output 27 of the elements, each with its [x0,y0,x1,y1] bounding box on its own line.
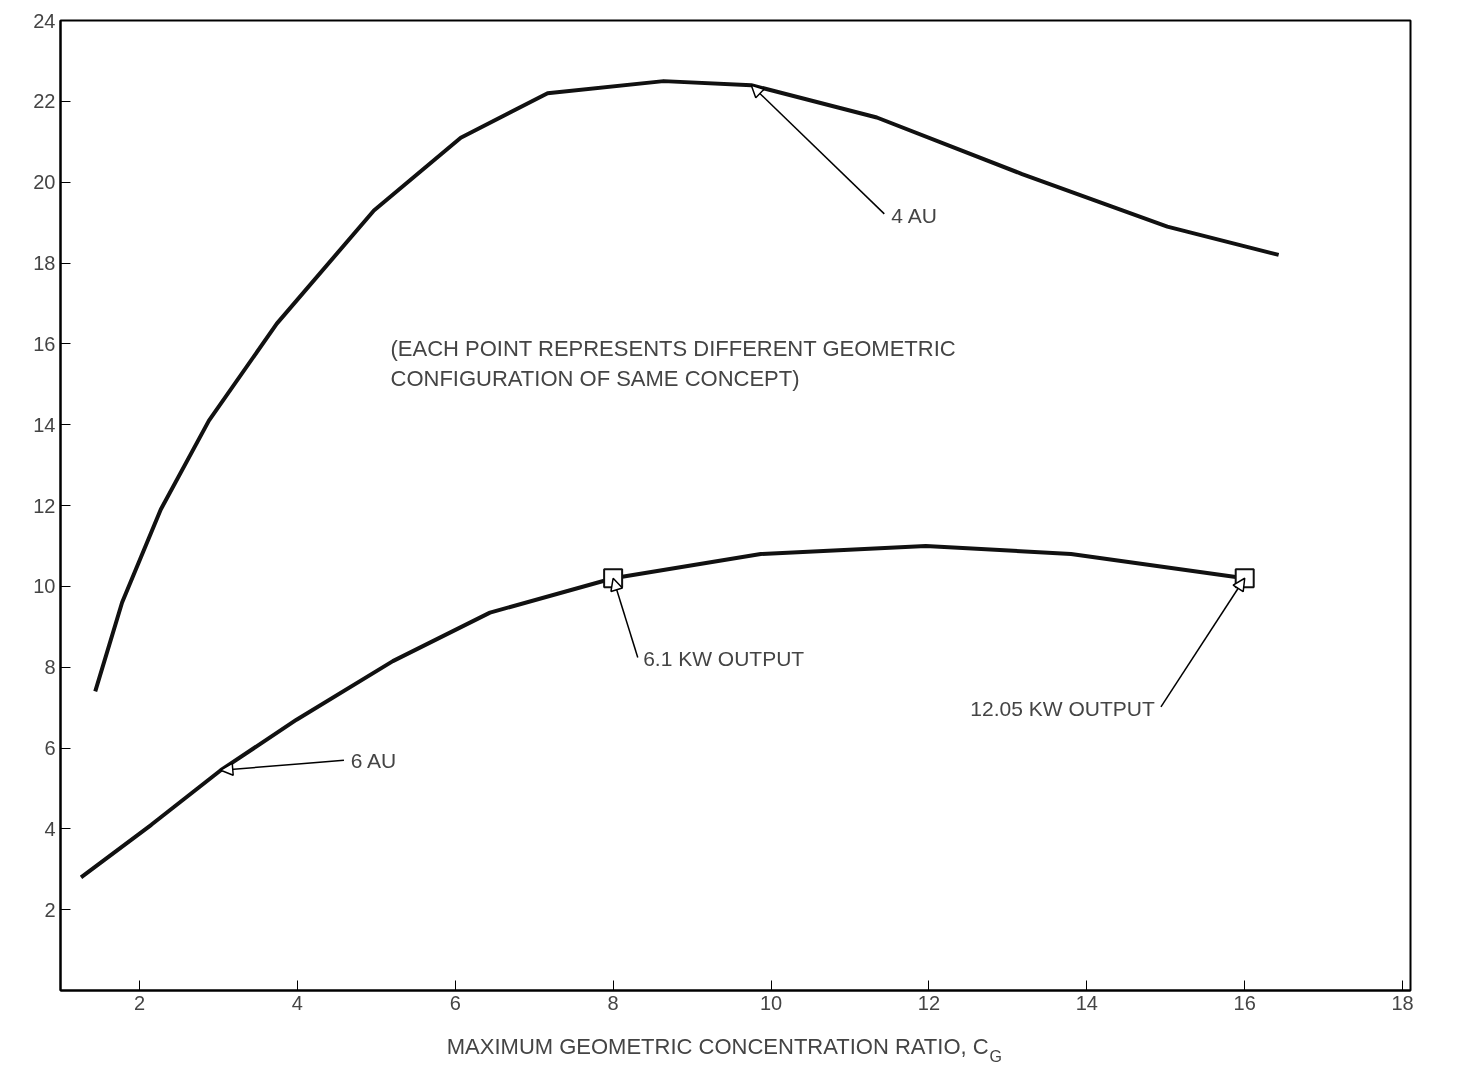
x-tick-label: 18 [1391,991,1414,1014]
x-tick-label: 12 [917,991,941,1014]
y-tick-label: 10 [33,575,56,598]
annotation: 6.1 KW OUTPUT [643,646,805,670]
y-tick-label: 20 [33,171,56,194]
x-tick-label: 10 [759,991,783,1014]
line-series [93,79,1281,694]
annotation: 12.05 KW OUTPUT [970,696,1155,720]
y-tick-label: 18 [33,252,56,274]
annotation: 4 AU [891,203,937,227]
y-tick-label: 22 [33,90,56,113]
y-tick-label: 6 [44,737,56,759]
y-tick-label: 4 [44,817,56,840]
y-tick-label: 24 [33,9,56,32]
x-tick-label: 6 [449,991,461,1014]
y-tick-label: 16 [33,332,56,355]
annotation: (EACH POINT REPRESENTS DIFFERENT GEOMETRIC CONFIGURATION OF SAME CONCEPT) [390,335,956,391]
x-tick-label: 8 [607,991,619,1014]
x-tick-label: 14 [1075,991,1098,1014]
y-tick-label: 12 [33,494,56,517]
x-tick-label: 16 [1233,991,1256,1014]
y-tick-label: 14 [33,413,56,436]
y-tick-label: 2 [44,898,56,921]
annotation: 6 AU [350,748,397,772]
y-tick-label: 8 [44,656,56,679]
x-tick-label: 4 [291,991,303,1014]
x-tick-label: 2 [133,991,146,1014]
